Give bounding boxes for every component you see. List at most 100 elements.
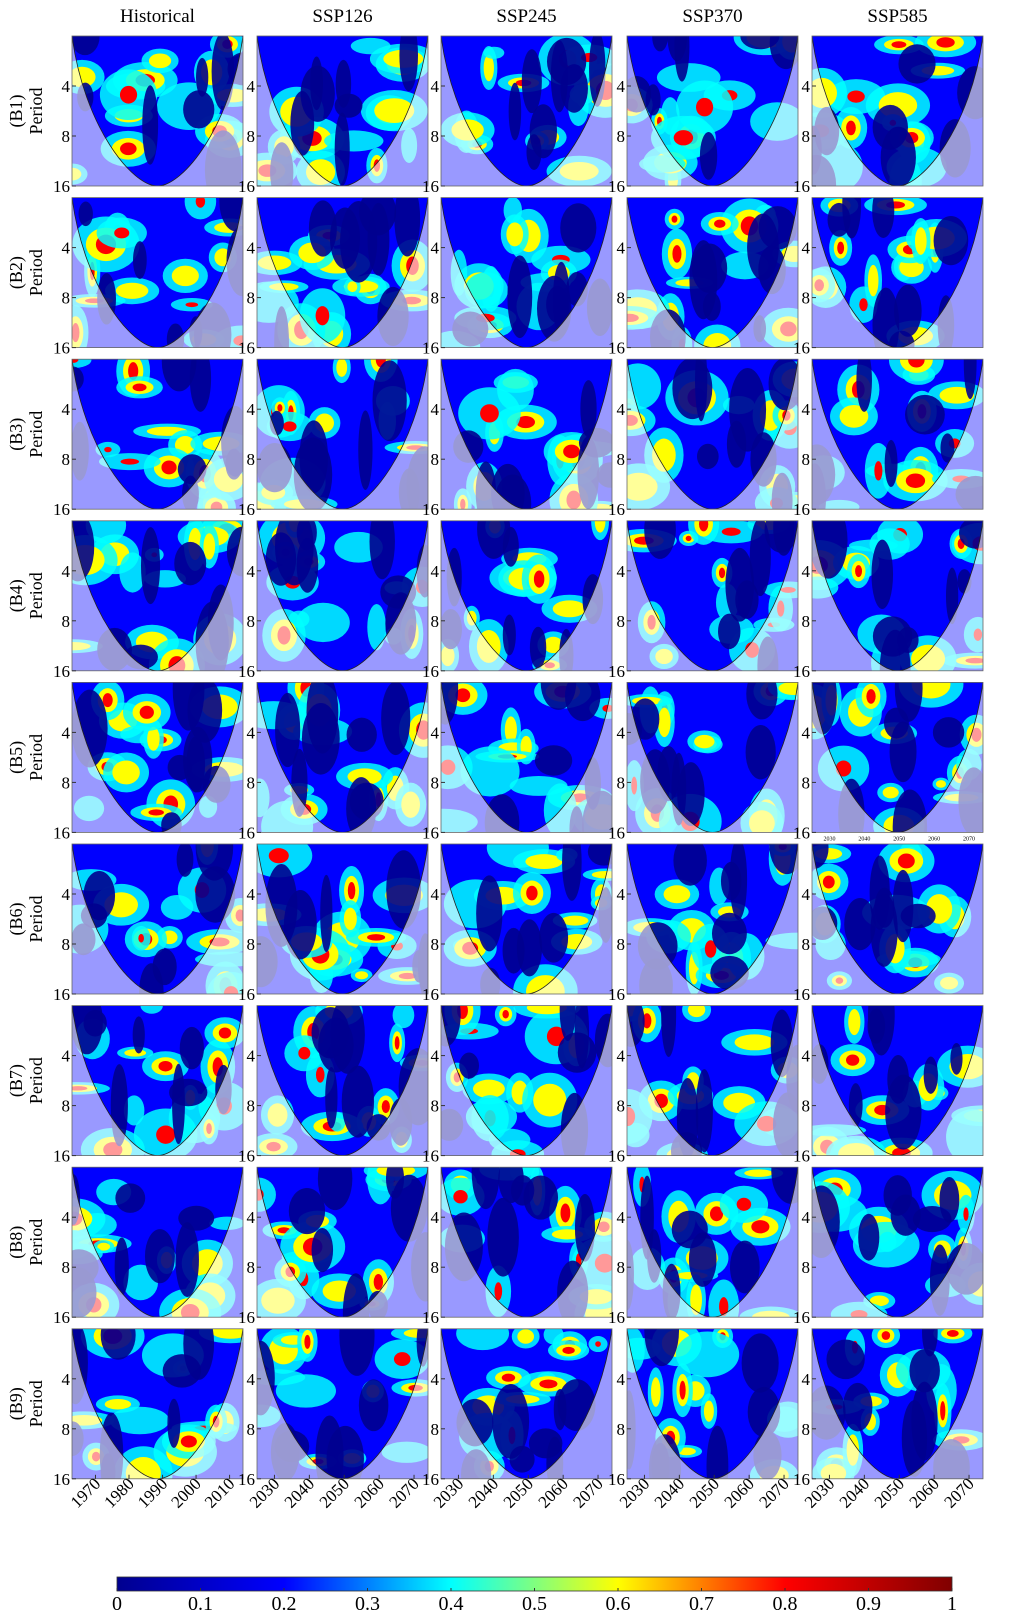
- coherence-blob: [336, 358, 347, 377]
- low-coherence: [169, 1079, 207, 1107]
- y-tick-label: 4: [617, 239, 626, 258]
- coherence-blob: [882, 1331, 891, 1340]
- y-tick-label: 16: [422, 177, 439, 196]
- y-tick-label: 16: [422, 1470, 439, 1489]
- y-tick-label: 16: [53, 1470, 70, 1489]
- low-coherence: [871, 540, 893, 609]
- y-tick-label: 4: [802, 1370, 811, 1389]
- inset-x-tick-label: 2060: [928, 836, 940, 842]
- row-label: (B1): [6, 95, 27, 128]
- coherence-blob: [688, 1002, 705, 1017]
- y-tick-label: 4: [431, 239, 440, 258]
- y-tick-label: 4: [247, 1047, 256, 1066]
- panel: [239, 181, 443, 378]
- y-tick-label: 8: [247, 612, 256, 631]
- y-tick-label: 16: [53, 662, 70, 681]
- low-coherence: [742, 1333, 779, 1392]
- coherence-blob: [158, 1061, 172, 1071]
- colorbar-tick-label: 0.8: [773, 1593, 798, 1614]
- y-tick-label: 4: [802, 400, 811, 419]
- low-coherence: [959, 517, 992, 549]
- low-coherence: [312, 1228, 333, 1272]
- y-tick-label: 4: [617, 885, 626, 904]
- colorbar-tick-label: 0.7: [689, 1593, 714, 1614]
- x-tick-label: 2070: [755, 1474, 792, 1511]
- y-tick-label: 8: [802, 127, 811, 146]
- y-axis-label: Period: [26, 734, 46, 781]
- coherence-blob: [664, 885, 691, 903]
- y-tick-label: 16: [793, 500, 810, 519]
- y-tick-label: 16: [238, 1308, 255, 1327]
- y-tick-label: 4: [802, 1208, 811, 1227]
- inset-x-tick-label: 2070: [963, 836, 975, 842]
- panel: [54, 332, 253, 532]
- coherence-blob: [859, 298, 867, 311]
- coherence-blob: [906, 473, 925, 488]
- coherence-blob: [837, 242, 844, 255]
- colorbar-tick-label: 0: [112, 1593, 122, 1614]
- coherence-blob: [283, 421, 297, 431]
- y-tick-label: 16: [238, 662, 255, 681]
- coherence-blob: [722, 528, 741, 536]
- y-tick-label: 4: [247, 1208, 256, 1227]
- coherence-blob: [940, 1401, 945, 1420]
- y-tick-label: 16: [608, 1470, 625, 1489]
- coherence-blob: [672, 245, 681, 263]
- row-label: (B6): [6, 903, 27, 936]
- low-coherence: [325, 1067, 337, 1128]
- low-coherence: [718, 614, 740, 650]
- coherence-blob: [592, 871, 619, 878]
- y-tick-label: 16: [53, 500, 70, 519]
- coherence-blob: [148, 809, 163, 815]
- y-axis-label: Period: [26, 88, 46, 135]
- low-coherence: [340, 201, 377, 283]
- y-tick-label: 16: [793, 177, 810, 196]
- low-coherence: [689, 1232, 717, 1286]
- coherence-blob: [526, 886, 537, 901]
- x-tick-label: 2060: [534, 1474, 571, 1511]
- y-tick-label: 4: [62, 1370, 71, 1389]
- panel: [241, 664, 448, 853]
- coherence-blob: [533, 1084, 566, 1117]
- y-tick-label: 8: [617, 127, 626, 146]
- panel: [42, 507, 257, 693]
- y-tick-label: 8: [802, 1420, 811, 1439]
- panel: [610, 11, 808, 198]
- colorbar-tick-label: 0.9: [856, 1593, 881, 1614]
- panel: [622, 815, 830, 1013]
- y-tick-label: 16: [238, 1147, 255, 1166]
- low-coherence: [509, 83, 522, 141]
- x-tick-label: 2040: [651, 1474, 688, 1511]
- low-coherence: [302, 703, 340, 775]
- colorbar-tick-label: 0.2: [272, 1593, 297, 1614]
- low-coherence: [359, 1379, 389, 1431]
- column-title: Historical: [120, 6, 195, 27]
- coherence-blob: [124, 1049, 146, 1057]
- low-coherence: [530, 627, 546, 669]
- y-tick-label: 8: [802, 773, 811, 792]
- panel: [603, 973, 808, 1170]
- colorbar-tick-label: 0.5: [522, 1593, 547, 1614]
- coherence-blob: [116, 283, 149, 299]
- row-label: (B7): [6, 1064, 27, 1097]
- x-tick-label: 2070: [385, 1474, 422, 1511]
- low-coherence: [503, 615, 516, 656]
- coherence-blob: [868, 265, 879, 297]
- low-coherence: [858, 1214, 879, 1261]
- panel: [441, 823, 628, 1018]
- coherence-blob: [534, 570, 544, 587]
- y-tick-label: 4: [62, 562, 71, 581]
- coherence-blob: [544, 1325, 564, 1344]
- low-coherence: [459, 1052, 479, 1078]
- low-coherence: [554, 1389, 567, 1430]
- coherence-blob: [203, 533, 215, 559]
- y-tick-label: 16: [238, 985, 255, 1004]
- coherence-blob: [696, 98, 713, 117]
- coherence-blob: [382, 1100, 390, 1113]
- colorbar-tick-label: 0.4: [439, 1593, 464, 1614]
- low-coherence: [487, 1198, 519, 1277]
- low-coherence: [174, 542, 206, 585]
- low-coherence: [522, 49, 542, 113]
- coherence-blob: [883, 787, 899, 799]
- low-coherence: [394, 181, 420, 256]
